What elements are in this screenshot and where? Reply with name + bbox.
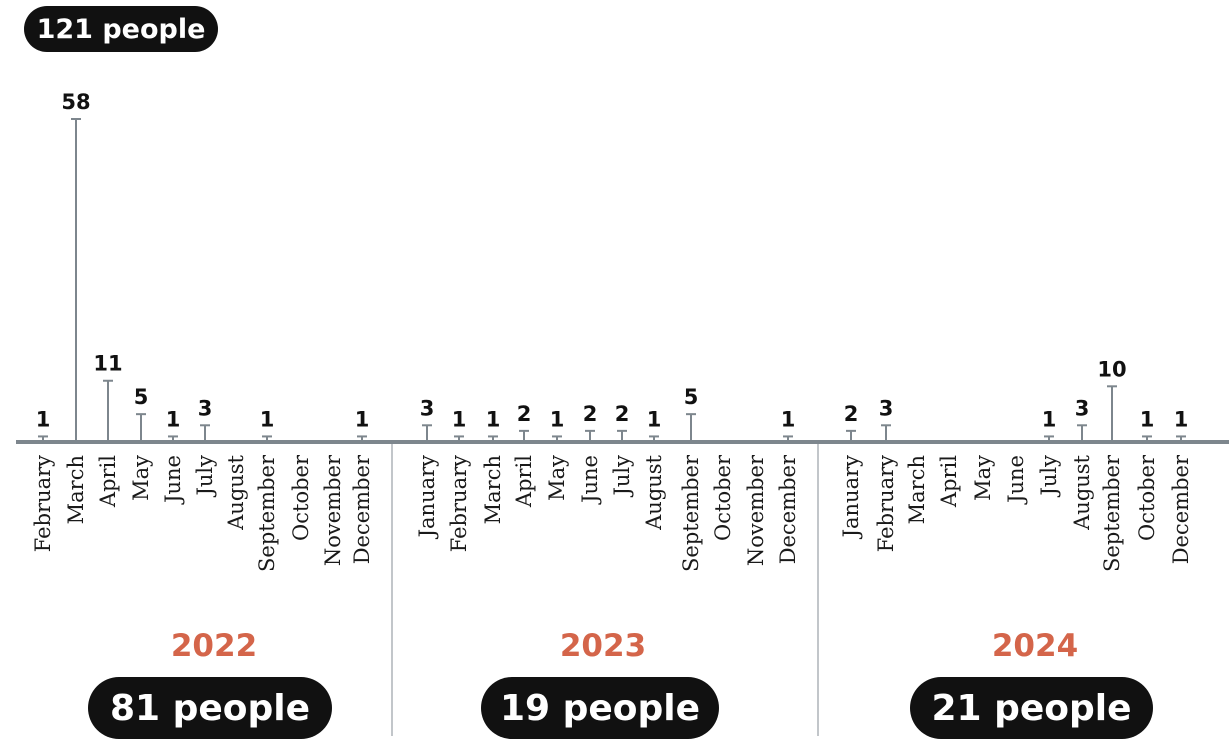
month-label-june-2023: June <box>578 455 602 505</box>
year-total-badge-2024: 21 people <box>910 677 1153 739</box>
year-total-label-2024: 21 people <box>931 687 1132 729</box>
month-label-february-2023: February <box>447 455 471 552</box>
value-label-february-2022: 1 <box>36 407 51 431</box>
month-label-may-2022: May <box>129 455 153 501</box>
value-label-july-2023: 2 <box>615 402 630 426</box>
value-label-december-2022: 1 <box>355 407 370 431</box>
year-label-2022: 2022 <box>170 628 258 664</box>
month-label-march-2024: March <box>905 455 929 524</box>
month-label-april-2023: April <box>512 455 536 508</box>
value-label-september-2024: 10 <box>1097 357 1126 381</box>
month-label-december-2022: December <box>350 454 374 564</box>
total-people-label: 121 people <box>36 13 206 45</box>
month-label-july-2024: July <box>1037 455 1061 498</box>
total-people-badge: 121 people <box>24 6 218 52</box>
month-label-february-2024: February <box>874 455 898 552</box>
value-label-august-2024: 3 <box>1075 396 1090 420</box>
value-label-march-2022: 58 <box>61 90 90 114</box>
month-label-august-2023: August <box>642 454 666 530</box>
month-label-july-2023: July <box>610 455 634 498</box>
month-label-july-2022: July <box>193 455 217 498</box>
value-label-march-2023: 1 <box>486 407 501 431</box>
year-total-badge-2022: 81 people <box>88 677 332 739</box>
month-label-june-2022: June <box>161 455 185 505</box>
value-label-september-2022: 1 <box>260 407 275 431</box>
month-label-october-2024: October <box>1135 454 1159 541</box>
value-label-february-2024: 3 <box>879 396 894 420</box>
value-label-january-2023: 3 <box>420 396 435 420</box>
value-label-january-2024: 2 <box>844 402 859 426</box>
year-label-2024: 2024 <box>991 628 1079 664</box>
month-label-april-2024: April <box>937 455 961 508</box>
month-label-may-2023: May <box>545 455 569 501</box>
month-label-november-2023: November <box>744 454 768 566</box>
month-label-march-2023: March <box>481 455 505 524</box>
value-label-august-2023: 1 <box>647 407 662 431</box>
month-label-february-2022: February <box>31 455 55 552</box>
year-label-2023: 2023 <box>559 628 647 664</box>
year-total-label-2022: 81 people <box>109 687 311 729</box>
year-total-badge-2023: 19 people <box>481 677 719 739</box>
month-label-december-2023: December <box>776 454 800 564</box>
value-label-april-2023: 2 <box>517 402 532 426</box>
year-total-label-2023: 19 people <box>499 687 701 729</box>
month-label-september-2022: September <box>255 454 279 572</box>
month-label-october-2023: October <box>711 454 735 541</box>
value-label-june-2022: 1 <box>166 407 181 431</box>
value-label-april-2022: 11 <box>93 352 122 376</box>
month-label-december-2024: December <box>1169 454 1193 564</box>
value-label-july-2022: 3 <box>198 396 213 420</box>
value-label-may-2022: 5 <box>134 385 149 409</box>
month-label-april-2022: April <box>96 455 120 508</box>
value-label-may-2023: 1 <box>550 407 565 431</box>
month-label-august-2022: August <box>224 454 248 530</box>
value-label-february-2023: 1 <box>452 407 467 431</box>
month-label-august-2024: August <box>1070 454 1094 530</box>
value-label-september-2023: 5 <box>684 385 699 409</box>
month-label-may-2024: May <box>971 455 995 501</box>
month-label-june-2024: June <box>1004 455 1028 505</box>
month-label-march-2022: March <box>64 455 88 524</box>
value-label-july-2024: 1 <box>1042 407 1057 431</box>
value-label-june-2023: 2 <box>583 402 598 426</box>
month-label-november-2022: November <box>321 454 345 566</box>
month-label-january-2024: January <box>839 455 863 540</box>
value-label-october-2024: 1 <box>1140 407 1155 431</box>
value-label-december-2024: 1 <box>1174 407 1189 431</box>
month-label-october-2022: October <box>289 454 313 541</box>
month-label-september-2024: September <box>1100 454 1124 572</box>
month-label-september-2023: September <box>679 454 703 572</box>
month-label-january-2023: January <box>415 455 439 540</box>
value-label-december-2023: 1 <box>781 407 796 431</box>
